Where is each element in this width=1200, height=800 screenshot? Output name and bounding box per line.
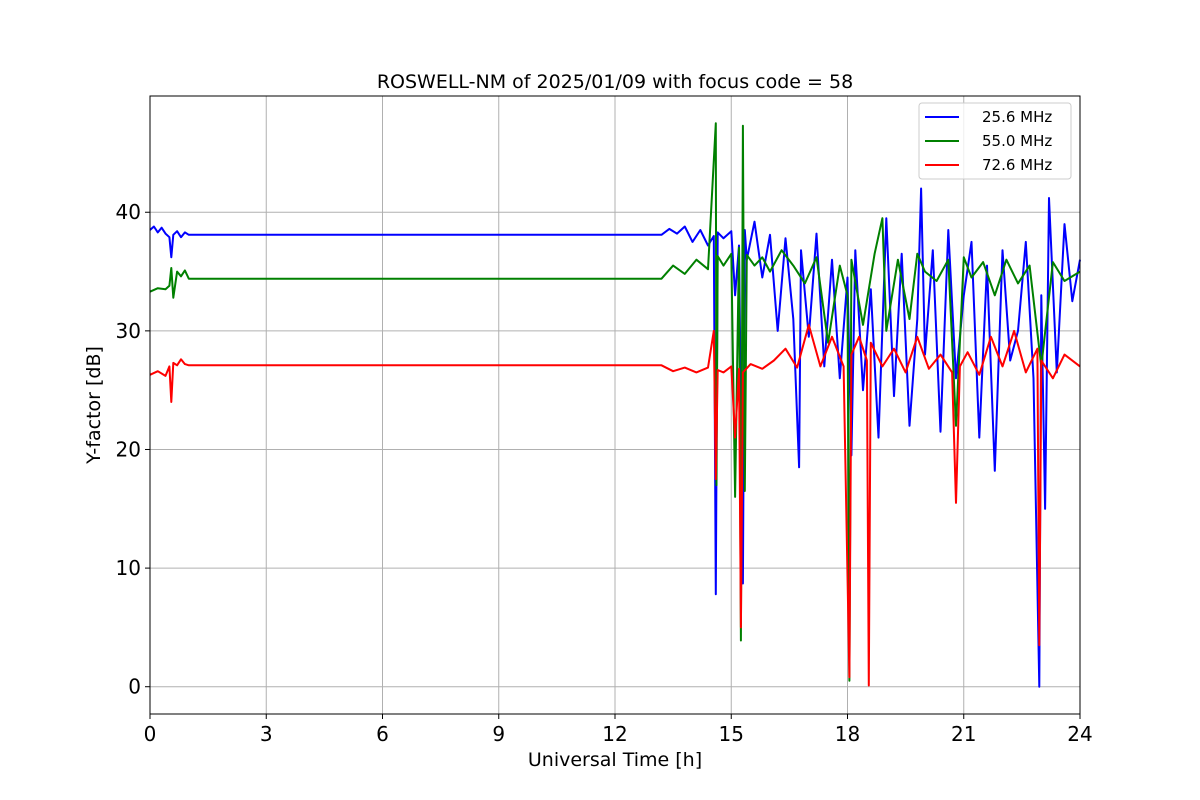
x-tick-label: 9: [492, 722, 505, 746]
series-line-1: [149, 187, 1081, 688]
y-tick-label: 30: [116, 319, 141, 343]
axis-ticks: 0 3 6 9 12 15 18 21 24 0 10 20 30 40: [116, 200, 1093, 746]
x-tick-label: 21: [951, 722, 976, 746]
x-tick-label: 15: [719, 722, 744, 746]
y-tick-label: 40: [116, 200, 141, 224]
legend-label-1: 25.6 MHz: [982, 108, 1052, 126]
x-tick-label: 24: [1067, 722, 1092, 746]
legend-box: [918, 102, 1072, 180]
chart-title: ROSWELL-NM of 2025/01/09 with focus code…: [377, 71, 853, 93]
legend-label-3: 72.6 MHz: [982, 156, 1052, 174]
series-line-3: [149, 323, 1081, 687]
y-tick-label: 0: [128, 675, 141, 699]
legend-label-2: 55.0 MHz: [982, 132, 1052, 150]
plot-series: [149, 122, 1081, 688]
x-tick-label: 6: [376, 722, 389, 746]
series-line-2: [149, 122, 1081, 682]
y-axis-label: Y-factor [dB]: [83, 346, 105, 465]
y-tick-label: 10: [116, 556, 141, 580]
x-tick-label: 0: [144, 722, 157, 746]
legend: 25.6 MHz 55.0 MHz 72.6 MHz: [918, 102, 1072, 180]
y-tick-label: 20: [116, 437, 141, 461]
x-tick-label: 18: [835, 722, 860, 746]
x-tick-label: 12: [602, 722, 627, 746]
x-tick-label: 3: [260, 722, 273, 746]
x-axis-label: Universal Time [h]: [528, 749, 702, 771]
